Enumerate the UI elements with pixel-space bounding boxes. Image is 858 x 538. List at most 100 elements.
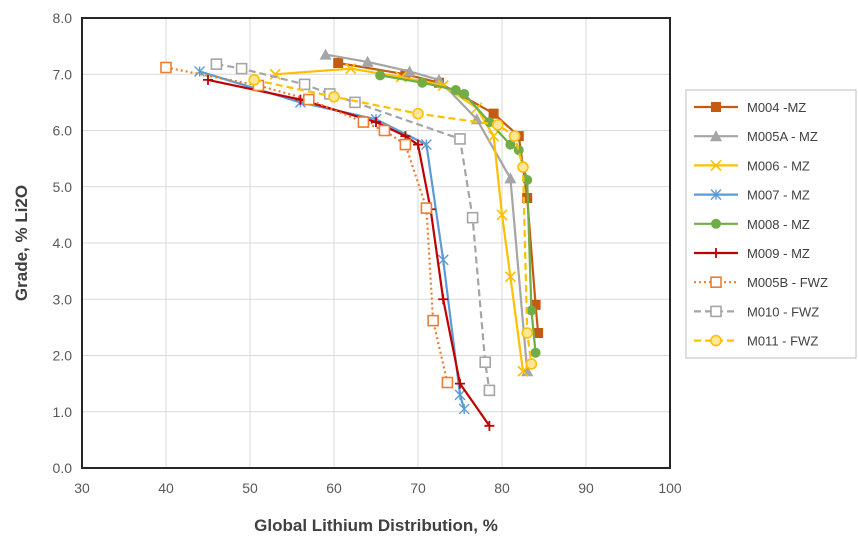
- data-point: [483, 384, 496, 397]
- data-point: [399, 138, 412, 151]
- data-point: [450, 85, 461, 95]
- data-point: [420, 139, 432, 151]
- legend-label: M010 - FWZ: [747, 304, 819, 319]
- x-axis-ticks: 30 40 50 60 70 80 90 100: [74, 480, 682, 496]
- series-m011-fwz: [248, 74, 538, 370]
- x-tick-label: 60: [326, 480, 342, 496]
- data-point: [458, 403, 470, 415]
- data-point: [203, 74, 213, 85]
- y-tick-label: 4.0: [53, 235, 73, 251]
- data-point: [371, 117, 381, 128]
- data-point: [298, 78, 311, 91]
- legend-marker: [711, 102, 721, 112]
- data-point: [375, 70, 386, 81]
- data-point: [319, 48, 332, 60]
- plot-area-border: [81, 17, 671, 469]
- x-tick-label: 90: [578, 480, 594, 496]
- data-point: [345, 63, 357, 75]
- data-point: [333, 58, 344, 68]
- data-point: [417, 77, 428, 88]
- legend-item: M010 - FWZ: [694, 304, 819, 319]
- y-tick-label: 0.0: [53, 460, 73, 476]
- data-point: [521, 327, 534, 339]
- y-tick-label: 2.0: [53, 348, 73, 364]
- data-point: [530, 347, 541, 358]
- data-point: [513, 145, 524, 156]
- legend-label: M006 - MZ: [747, 158, 810, 173]
- data-point: [433, 73, 445, 85]
- data-point: [269, 68, 281, 80]
- x-tick-label: 80: [494, 480, 510, 496]
- data-point: [194, 65, 206, 77]
- data-point: [505, 139, 516, 150]
- data-point: [235, 62, 248, 75]
- data-point: [508, 130, 521, 142]
- legend-item: M005A - MZ: [694, 129, 818, 144]
- data-point: [496, 209, 508, 221]
- data-point: [210, 58, 223, 70]
- legend-item: M007 - MZ: [694, 188, 810, 203]
- legend-marker: [711, 248, 721, 258]
- legend-label: M005A - MZ: [747, 129, 818, 144]
- legend-label: M004 -MZ: [747, 100, 806, 115]
- series-line-m011-fwz: [253, 78, 533, 365]
- legend-marker: [710, 189, 722, 201]
- series-m005b-fwz: [160, 61, 454, 389]
- legend-marker: [710, 305, 722, 318]
- y-tick-label: 1.0: [53, 404, 73, 420]
- data-point: [459, 88, 470, 99]
- y-tick-label: 7.0: [53, 66, 73, 82]
- data-point: [454, 133, 466, 145]
- data-point: [530, 299, 541, 310]
- data-point: [248, 74, 260, 86]
- y-tick-label: 6.0: [53, 123, 73, 139]
- legend-marker: [710, 130, 722, 142]
- data-point: [525, 358, 538, 370]
- x-tick-label: 50: [242, 480, 258, 496]
- plot-border: [81, 17, 671, 469]
- data-point: [349, 96, 361, 109]
- data-point: [526, 305, 537, 316]
- x-tick-label: 70: [410, 480, 426, 496]
- data-point: [484, 420, 495, 431]
- data-point: [488, 108, 499, 119]
- legend-label: M007 - MZ: [747, 188, 810, 203]
- data-point: [466, 211, 479, 224]
- data-point: [454, 389, 466, 401]
- legend-marker: [711, 218, 721, 229]
- series-line-m008-mz: [380, 74, 537, 353]
- x-tick-label: 100: [658, 480, 682, 496]
- legend-item: M006 - MZ: [694, 158, 810, 173]
- data-point: [533, 328, 544, 338]
- data-point: [479, 356, 492, 369]
- data-point: [413, 139, 423, 150]
- legend-marker: [710, 334, 722, 347]
- legend-marker: [710, 276, 722, 289]
- legend: M004 -MZ M005A - MZ M006 - MZ M007 - MZ M008…: [685, 89, 857, 359]
- data-point: [378, 124, 391, 137]
- data-point: [504, 271, 516, 283]
- data-point: [438, 294, 449, 305]
- data-point: [437, 254, 449, 266]
- data-point: [455, 378, 465, 389]
- data-point: [412, 107, 424, 120]
- data-point: [488, 130, 500, 142]
- data-point: [403, 65, 416, 77]
- data-point: [484, 117, 495, 128]
- legend-item: M009 - MZ: [694, 246, 810, 261]
- legend-label: M009 - MZ: [747, 246, 810, 261]
- y-axis-title: Grade, % Li2O: [12, 185, 31, 301]
- data-point: [427, 314, 439, 327]
- data-point: [517, 161, 529, 173]
- data-point: [491, 119, 504, 131]
- data-point: [517, 365, 529, 377]
- data-point: [160, 61, 172, 74]
- legend-item: M005B - FWZ: [694, 275, 828, 290]
- y-tick-label: 8.0: [53, 10, 73, 26]
- legend-item: M004 -MZ: [694, 100, 806, 115]
- legend-label: M011 - FWZ: [747, 334, 818, 349]
- legend-label: M005B - FWZ: [747, 275, 828, 290]
- series-layer: [160, 48, 544, 431]
- data-point: [504, 172, 517, 184]
- data-point: [328, 90, 340, 103]
